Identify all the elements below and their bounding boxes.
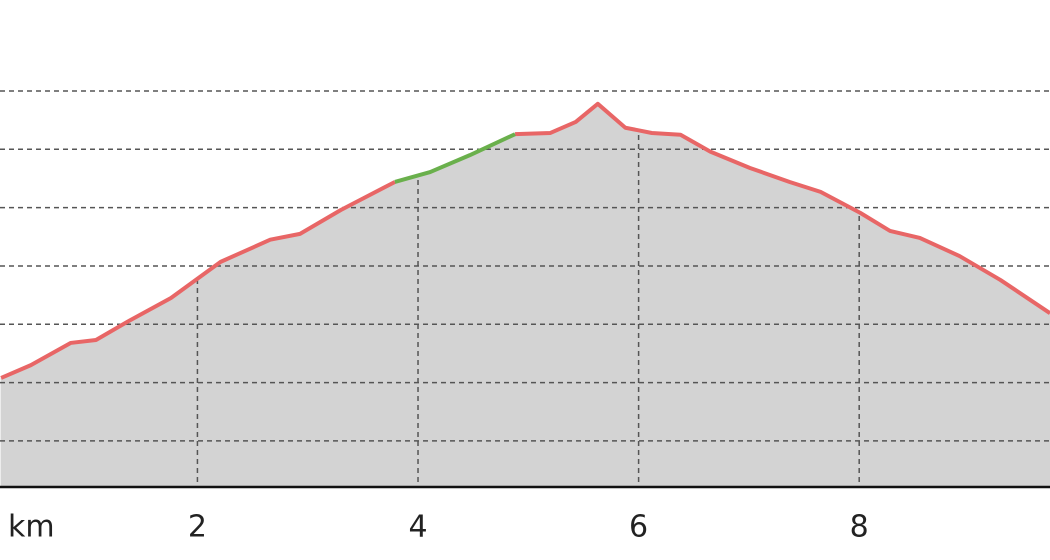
x-axis-label: km xyxy=(8,510,55,545)
x-tick-label: 4 xyxy=(408,510,427,545)
x-tick-label: 2 xyxy=(188,510,207,545)
elevation-line xyxy=(394,132,516,184)
x-tick-label: 8 xyxy=(850,510,869,545)
elevation-area xyxy=(0,103,1050,488)
elevation-line xyxy=(0,101,1050,380)
elevation-area xyxy=(394,133,516,488)
x-tick-label: 6 xyxy=(629,510,648,545)
